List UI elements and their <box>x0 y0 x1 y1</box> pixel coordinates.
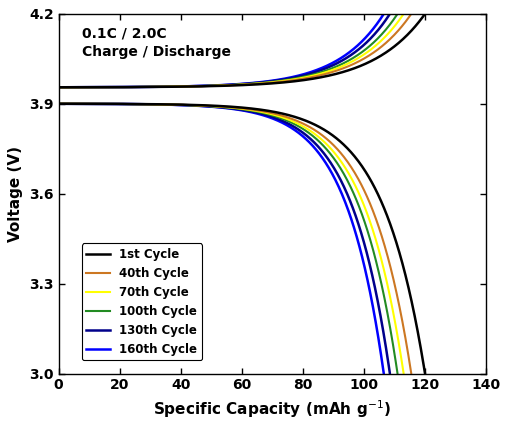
Text: 0.1C / 2.0C
Charge / Discharge: 0.1C / 2.0C Charge / Discharge <box>82 27 231 59</box>
Y-axis label: Voltage (V): Voltage (V) <box>8 146 23 242</box>
Legend: 1st Cycle, 40th Cycle, 70th Cycle, 100th Cycle, 130th Cycle, 160th Cycle: 1st Cycle, 40th Cycle, 70th Cycle, 100th… <box>81 244 202 360</box>
X-axis label: Specific Capacity (mAh g$^{-1}$): Specific Capacity (mAh g$^{-1}$) <box>153 398 391 420</box>
